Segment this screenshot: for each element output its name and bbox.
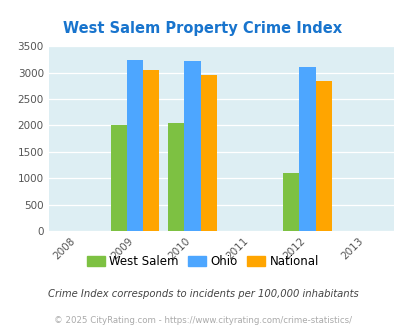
Bar [168,123,184,231]
Bar [315,81,331,231]
Bar [299,67,315,231]
Text: Crime Index corresponds to incidents per 100,000 inhabitants: Crime Index corresponds to incidents per… [47,289,358,299]
Text: © 2025 CityRating.com - https://www.cityrating.com/crime-statistics/: © 2025 CityRating.com - https://www.city… [54,316,351,325]
Text: West Salem Property Crime Index: West Salem Property Crime Index [63,21,342,36]
Bar [111,125,127,231]
Bar [283,174,299,231]
Bar [127,60,143,231]
Bar [184,61,200,231]
Bar [143,71,159,231]
Bar [200,75,216,231]
Legend: West Salem, Ohio, National: West Salem, Ohio, National [82,250,323,273]
